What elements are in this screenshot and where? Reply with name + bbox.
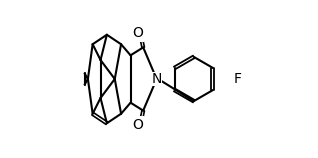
Text: O: O [132,118,143,132]
Text: F: F [233,72,241,86]
Text: N: N [151,72,162,86]
Text: O: O [132,26,143,40]
